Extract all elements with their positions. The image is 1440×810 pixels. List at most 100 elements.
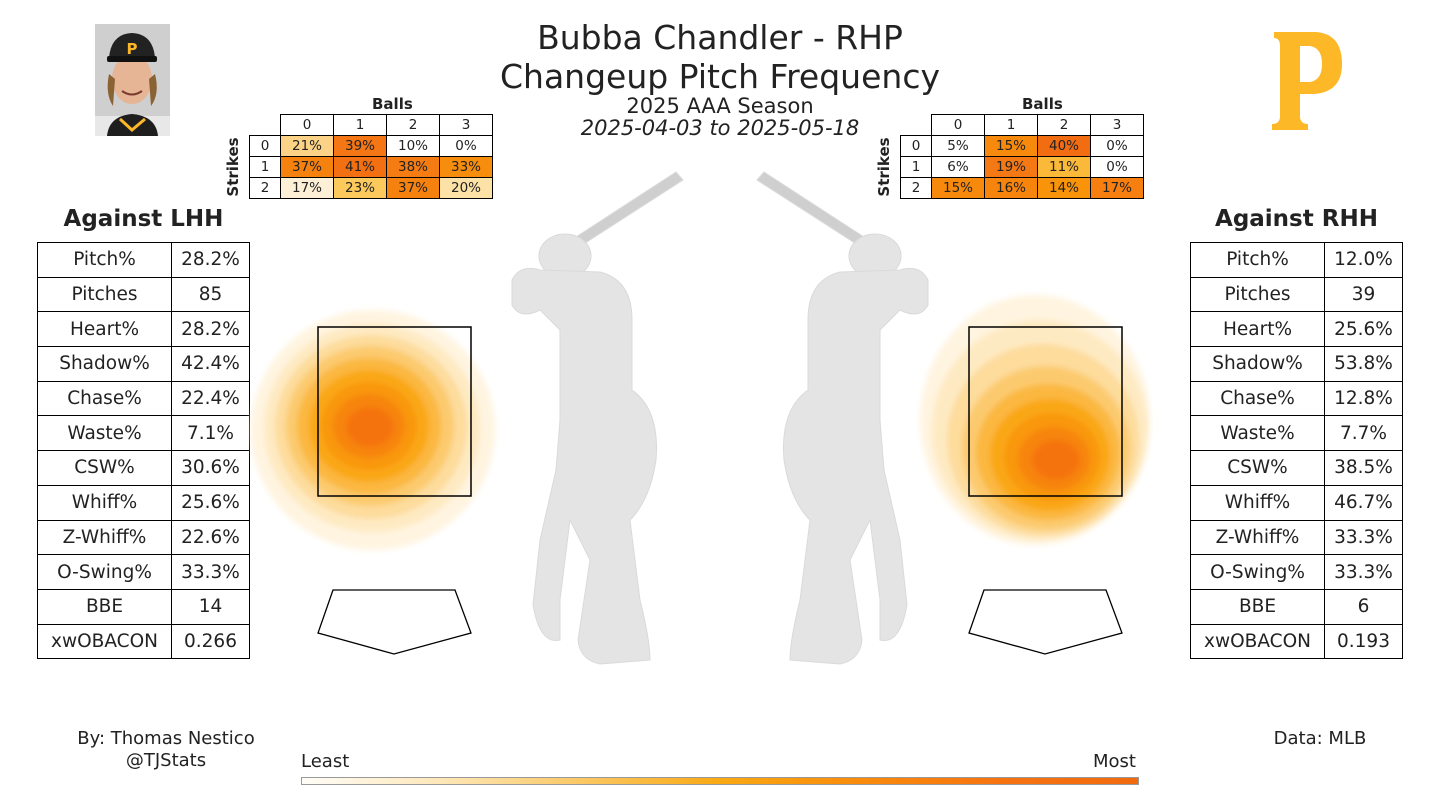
stat-value: 22.6% bbox=[171, 519, 250, 556]
stat-value: 46.7% bbox=[1324, 484, 1403, 521]
author-credit: By: Thomas Nestico @TJStats bbox=[60, 728, 272, 772]
rhh-title: Against RHH bbox=[1215, 206, 1378, 232]
lhh-count-table: 0 1 2 3 0 21% 39% 10% 0% 1 37% 41% 38% 33% 2 17% 23% 37% 2… bbox=[249, 114, 493, 199]
count-cell: 16% bbox=[984, 177, 1038, 199]
stat-label: Waste% bbox=[37, 415, 172, 452]
count-cell: 41% bbox=[333, 156, 387, 178]
rhh-batter-silhouette bbox=[756, 171, 929, 665]
stat-value: 25.6% bbox=[171, 484, 250, 521]
stat-value: 33.3% bbox=[1324, 554, 1403, 590]
rhh-count-table: 0 1 2 3 0 5% 15% 40% 0% 1 6% 19% 11% 0% 2 15% 16% 14% 17% bbox=[900, 114, 1144, 199]
stat-label: Heart% bbox=[37, 311, 172, 348]
data-source: Data: MLB bbox=[1273, 728, 1367, 749]
lhh-home-plate bbox=[317, 589, 472, 655]
stat-row: BBE 14 bbox=[37, 588, 250, 625]
count-cell: 20% bbox=[439, 177, 493, 199]
rhh-stats-table: Pitch% 12.0% Pitches 39 Heart% 25.6% Shadow% 53… bbox=[1190, 242, 1403, 660]
stat-label: Pitches bbox=[37, 276, 172, 313]
stat-label: Pitches bbox=[1190, 276, 1325, 313]
stat-label: Heart% bbox=[1190, 311, 1325, 348]
count-cell: 38% bbox=[386, 156, 440, 178]
stat-value: 7.7% bbox=[1324, 415, 1403, 452]
stat-row: Z-Whiff% 33.3% bbox=[1190, 519, 1403, 556]
stat-label: xwOBACON bbox=[37, 623, 172, 660]
stat-value: 6 bbox=[1324, 588, 1403, 625]
stat-row: Shadow% 53.8% bbox=[1190, 346, 1403, 382]
chart-subtitle: Changeup Pitch Frequency bbox=[499, 57, 940, 96]
stat-label: BBE bbox=[37, 588, 172, 625]
season-label: 2025 AAA Season bbox=[626, 94, 814, 118]
author-name: By: Thomas Nestico bbox=[77, 728, 255, 749]
stat-label: Pitch% bbox=[1190, 242, 1325, 278]
stat-label: xwOBACON bbox=[1190, 623, 1325, 660]
rhh-balls-label: Balls bbox=[1022, 95, 1063, 113]
count-cell: 37% bbox=[280, 156, 334, 178]
rhh-strike-zone bbox=[968, 326, 1123, 497]
stat-value: 0.266 bbox=[171, 623, 250, 660]
stat-label: Whiff% bbox=[1190, 484, 1325, 521]
count-cell: 17% bbox=[1090, 177, 1144, 199]
stat-row: Whiff% 46.7% bbox=[1190, 484, 1403, 521]
stat-row: CSW% 30.6% bbox=[37, 450, 250, 486]
count-cell: 15% bbox=[931, 177, 985, 199]
cap-letter: P bbox=[127, 40, 138, 58]
team-logo bbox=[1272, 32, 1342, 130]
count-cell: 10% bbox=[386, 135, 440, 157]
stat-label: Whiff% bbox=[37, 484, 172, 521]
count-cell: 33% bbox=[439, 156, 493, 178]
balls-header: 3 bbox=[439, 114, 493, 136]
stat-value: 14 bbox=[171, 588, 250, 625]
stat-value: 85 bbox=[171, 276, 250, 313]
rhh-home-plate bbox=[968, 589, 1123, 655]
colorbar-most-label: Most bbox=[1093, 751, 1136, 772]
stat-label: Z-Whiff% bbox=[37, 519, 172, 556]
stat-value: 25.6% bbox=[1324, 311, 1403, 348]
lhh-batter-silhouette bbox=[511, 171, 684, 665]
stat-row: O-Swing% 33.3% bbox=[1190, 554, 1403, 590]
lhh-balls-label: Balls bbox=[372, 95, 413, 113]
stat-label: Pitch% bbox=[37, 242, 172, 278]
stat-label: Chase% bbox=[37, 380, 172, 417]
count-cell: 39% bbox=[333, 135, 387, 157]
author-handle: @TJStats bbox=[125, 750, 207, 771]
count-cell: 17% bbox=[280, 177, 334, 199]
stat-label: Z-Whiff% bbox=[1190, 519, 1325, 556]
lhh-strike-zone bbox=[317, 326, 472, 497]
stat-value: 53.8% bbox=[1324, 346, 1403, 382]
count-cell: 11% bbox=[1037, 156, 1091, 178]
lhh-density bbox=[251, 310, 495, 550]
stat-label: O-Swing% bbox=[37, 554, 172, 590]
stat-value: 33.3% bbox=[171, 554, 250, 590]
colorbar-least-label: Least bbox=[301, 751, 350, 772]
chart-title: Bubba Chandler - RHP bbox=[537, 18, 903, 57]
stat-label: BBE bbox=[1190, 588, 1325, 625]
stat-label: Shadow% bbox=[37, 346, 172, 382]
stat-value: 28.2% bbox=[171, 311, 250, 348]
stat-row: Heart% 28.2% bbox=[37, 311, 250, 348]
stat-value: 28.2% bbox=[171, 242, 250, 278]
player-headshot: P bbox=[95, 24, 170, 136]
strikes-header: 2 bbox=[900, 177, 932, 199]
stat-value: 0.193 bbox=[1324, 623, 1403, 660]
count-cell: 5% bbox=[931, 135, 985, 157]
stat-row: Heart% 25.6% bbox=[1190, 311, 1403, 348]
stat-row: Pitches 39 bbox=[1190, 276, 1403, 313]
stat-row: BBE 6 bbox=[1190, 588, 1403, 625]
stat-label: Shadow% bbox=[1190, 346, 1325, 382]
stat-row: CSW% 38.5% bbox=[1190, 450, 1403, 486]
count-cell: 23% bbox=[333, 177, 387, 199]
stat-row: Z-Whiff% 22.6% bbox=[37, 519, 250, 556]
lhh-title: Against LHH bbox=[63, 206, 224, 232]
stat-label: O-Swing% bbox=[1190, 554, 1325, 590]
stat-value: 39 bbox=[1324, 276, 1403, 313]
count-cell: 37% bbox=[386, 177, 440, 199]
stat-row: Pitch% 28.2% bbox=[37, 242, 250, 278]
stat-row: Chase% 22.4% bbox=[37, 380, 250, 417]
colorbar bbox=[301, 777, 1139, 785]
lhh-stats-table: Pitch% 28.2% Pitches 85 Heart% 28.2% Shadow% 42… bbox=[37, 242, 250, 660]
count-cell: 0% bbox=[439, 135, 493, 157]
count-cell: 6% bbox=[931, 156, 985, 178]
count-cell: 14% bbox=[1037, 177, 1091, 199]
stat-value: 12.0% bbox=[1324, 242, 1403, 278]
